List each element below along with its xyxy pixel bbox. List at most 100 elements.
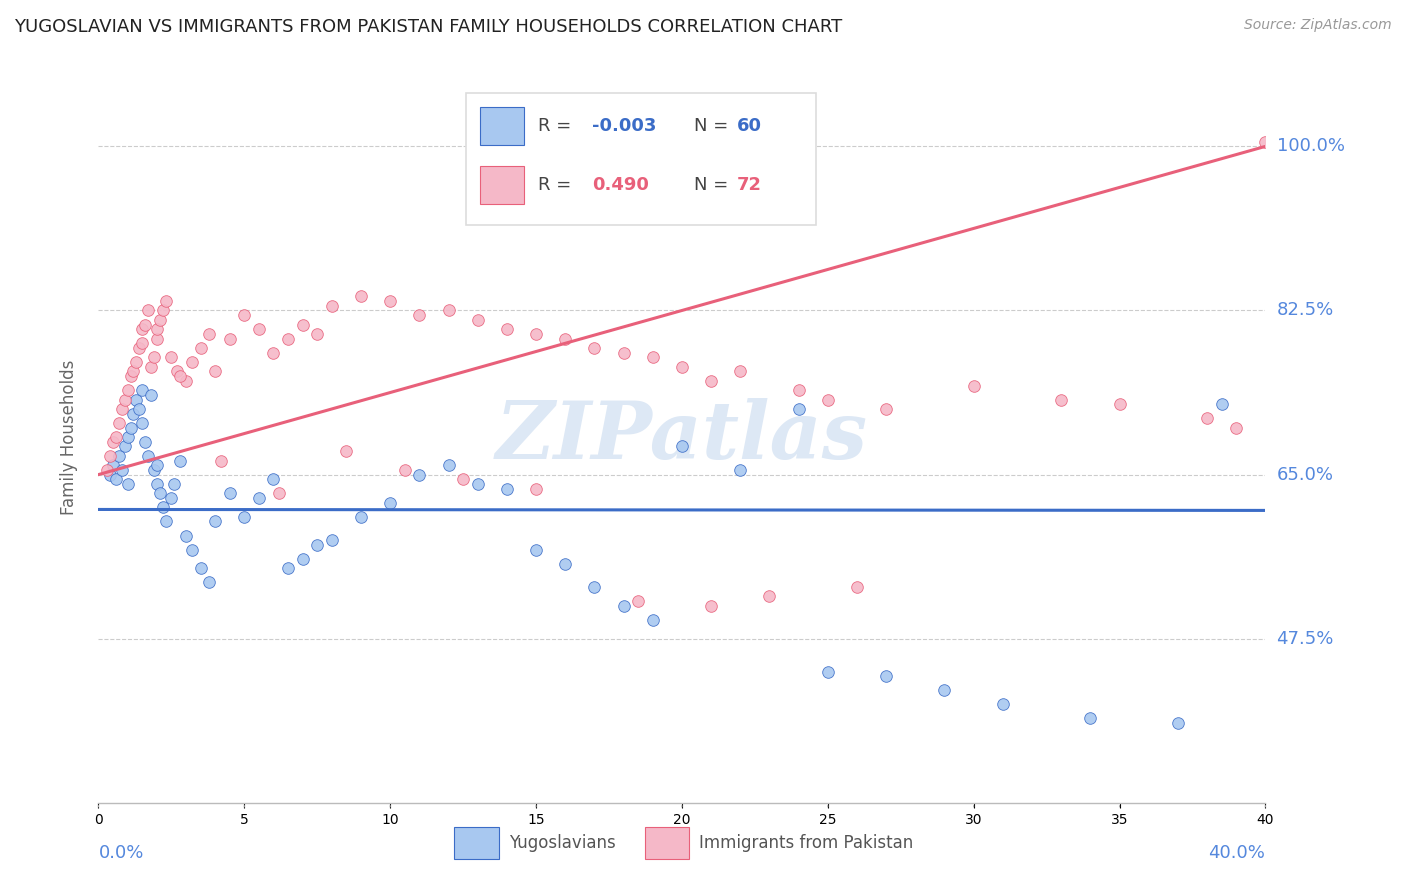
Point (166, 364, 188, 378)
Point (394, 463, 416, 477)
Point (146, 332, 169, 346)
Point (108, 416, 131, 430)
Point (962, 378, 984, 392)
Point (496, 322, 519, 336)
Point (111, 401, 134, 416)
Point (496, 482, 519, 496)
Y-axis label: Family Households: Family Households (59, 359, 77, 515)
Point (437, 458, 460, 473)
Text: Yugoslavians: Yugoslavians (509, 834, 616, 852)
Point (104, 430, 127, 444)
Text: Source: ZipAtlas.com: Source: ZipAtlas.com (1244, 18, 1392, 32)
Point (98, 449, 121, 463)
FancyBboxPatch shape (454, 827, 499, 859)
Point (128, 341, 150, 355)
Point (875, 401, 897, 416)
Point (120, 420, 142, 434)
Point (1211, 397, 1233, 411)
Point (169, 369, 191, 384)
Text: R =: R = (538, 117, 578, 136)
Point (233, 509, 256, 524)
Point (554, 332, 576, 346)
Point (180, 355, 202, 369)
Point (524, 482, 547, 496)
Text: 0.490: 0.490 (592, 176, 650, 194)
Text: Immigrants from Pakistan: Immigrants from Pakistan (699, 834, 914, 852)
Point (134, 434, 156, 449)
Point (263, 472, 285, 486)
Point (277, 332, 299, 346)
Point (142, 351, 165, 365)
Point (269, 486, 291, 500)
Point (1254, 135, 1277, 149)
Point (641, 613, 664, 627)
Point (247, 322, 270, 336)
Point (641, 351, 664, 365)
Point (98, 467, 121, 482)
Point (233, 308, 256, 322)
Point (307, 538, 329, 552)
Point (307, 326, 329, 341)
Text: N =: N = (693, 176, 734, 194)
Point (1108, 397, 1130, 411)
Point (163, 477, 186, 491)
Point (671, 440, 693, 454)
Point (117, 383, 139, 397)
Point (114, 392, 136, 407)
Point (1225, 420, 1247, 434)
Point (104, 472, 127, 486)
Point (321, 533, 343, 548)
Point (380, 496, 402, 510)
Point (700, 599, 723, 613)
Point (174, 528, 197, 542)
Text: 40.0%: 40.0% (1209, 845, 1265, 863)
Point (627, 594, 650, 608)
Point (160, 491, 183, 505)
Point (146, 477, 169, 491)
Text: 72: 72 (737, 176, 762, 194)
Text: 100.0%: 100.0% (1277, 137, 1344, 155)
Point (149, 486, 172, 500)
Text: 82.5%: 82.5% (1277, 301, 1334, 319)
Text: YUGOSLAVIAN VS IMMIGRANTS FROM PAKISTAN FAMILY HOUSEHOLDS CORRELATION CHART: YUGOSLAVIAN VS IMMIGRANTS FROM PAKISTAN … (14, 18, 842, 36)
Point (149, 313, 172, 327)
Point (1167, 716, 1189, 731)
Point (139, 388, 162, 402)
Point (122, 407, 145, 421)
Point (152, 303, 174, 318)
Point (700, 374, 723, 388)
FancyBboxPatch shape (479, 166, 524, 203)
Point (1050, 392, 1073, 407)
Point (218, 332, 240, 346)
Point (730, 463, 752, 477)
Point (350, 289, 373, 303)
Point (335, 444, 357, 458)
Point (155, 294, 177, 309)
Point (817, 665, 839, 679)
Point (1080, 711, 1102, 725)
Point (613, 345, 636, 359)
Point (190, 561, 212, 575)
Point (524, 326, 547, 341)
Point (111, 463, 134, 477)
Point (204, 364, 226, 378)
Point (146, 322, 169, 336)
Point (846, 580, 869, 594)
Point (142, 463, 165, 477)
Point (122, 364, 145, 378)
Point (437, 303, 460, 318)
Point (380, 294, 402, 309)
Point (146, 458, 169, 473)
Text: N =: N = (693, 117, 734, 136)
Point (139, 359, 162, 374)
Point (131, 383, 153, 397)
Point (131, 416, 153, 430)
Point (117, 477, 139, 491)
Point (152, 500, 174, 515)
Point (131, 336, 153, 351)
FancyBboxPatch shape (644, 827, 689, 859)
FancyBboxPatch shape (465, 94, 815, 225)
Point (408, 308, 430, 322)
Point (198, 326, 221, 341)
Point (291, 552, 314, 566)
